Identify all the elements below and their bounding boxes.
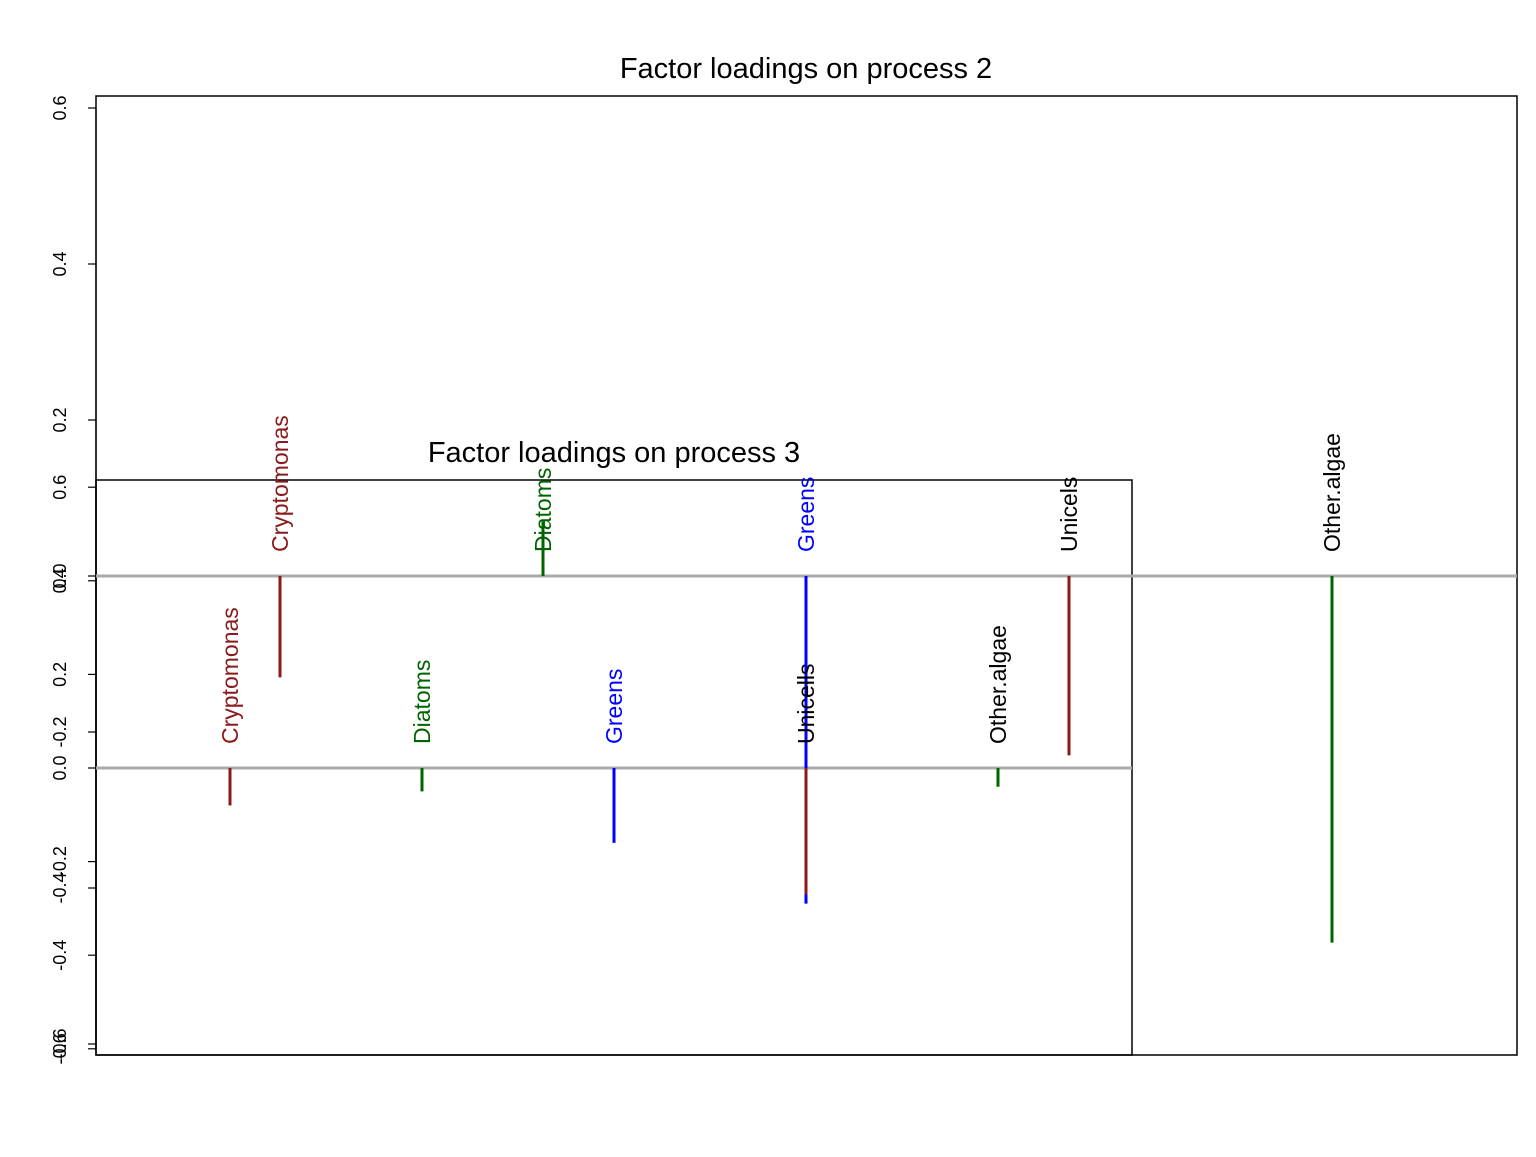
y-tick-label-p3: 0.0 (50, 755, 70, 780)
y-tick-label-p3: 0.4 (50, 568, 70, 593)
y-tick-label-p2: -0.4 (50, 872, 70, 903)
y-tick-label-p2: 0.4 (50, 251, 70, 276)
category-label-p3-greens: Greens (601, 669, 627, 744)
y-tick-label-p3: -0.6 (50, 1033, 70, 1064)
category-label-p2-unicels: Unicels (1056, 477, 1082, 552)
y-tick-label-p3: -0.4 (50, 940, 70, 971)
category-label-p2-greens: Greens (793, 477, 819, 552)
category-label-p2-cryptomonas: Cryptomonas (267, 415, 293, 552)
y-tick-label-p3: -0.2 (50, 846, 70, 877)
category-label-p3-diatoms: Diatoms (409, 660, 435, 744)
category-label-p2-diatoms: Diatoms (530, 468, 556, 552)
y-tick-label-p2: 0.0 (50, 563, 70, 588)
y-tick-label-p3: 0.2 (50, 662, 70, 687)
y-tick-label-p2: -0.2 (50, 716, 70, 747)
y-tick-label-p3: 0.6 (50, 475, 70, 500)
y-tick-label-p2: 0.6 (50, 95, 70, 120)
y-tick-label-p2: 0.2 (50, 407, 70, 432)
chart-title-p2: Factor loadings on process 2 (620, 53, 992, 85)
category-label-p3-cryptomonas: Cryptomonas (217, 607, 243, 744)
category-label-p2-other-algae: Other.algae (1319, 433, 1345, 552)
category-label-p3-unicells: Unicells (793, 663, 819, 744)
chart-title-p3: Factor loadings on process 3 (428, 437, 800, 469)
y-tick-label-p2: -0.6 (50, 1028, 70, 1059)
category-label-p3-other-algae: Other.algae (985, 625, 1011, 744)
